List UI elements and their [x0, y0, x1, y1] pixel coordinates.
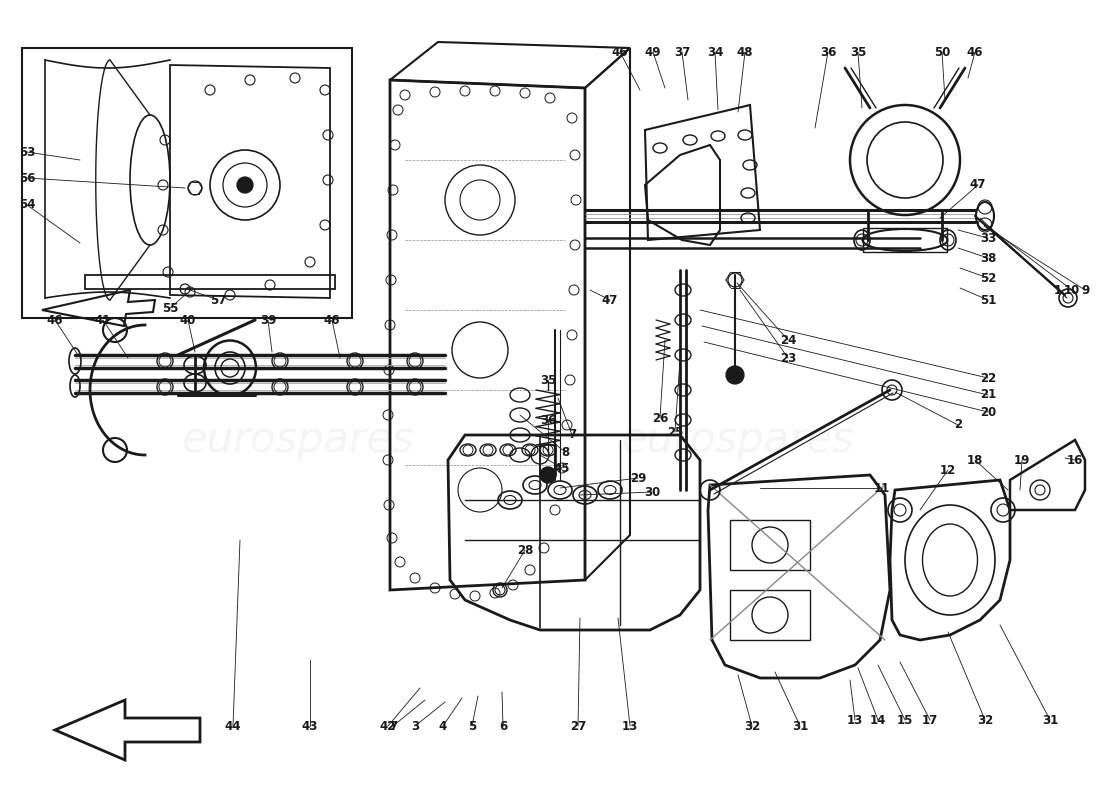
Text: 27: 27	[570, 719, 586, 733]
Text: 30: 30	[644, 486, 660, 498]
Text: 44: 44	[224, 719, 241, 733]
Text: 45: 45	[553, 462, 570, 474]
Text: 13: 13	[847, 714, 864, 726]
Bar	[730, 520, 810, 570]
Text: 13: 13	[621, 719, 638, 733]
Text: 52: 52	[980, 271, 997, 285]
Text: 6: 6	[499, 719, 507, 733]
Text: 46: 46	[967, 46, 983, 58]
Text: 48: 48	[737, 46, 754, 58]
Text: 24: 24	[780, 334, 796, 346]
Text: 33: 33	[980, 231, 997, 245]
Circle shape	[540, 467, 556, 483]
Text: 2: 2	[954, 418, 962, 431]
Text: 31: 31	[1042, 714, 1058, 726]
Text: 47: 47	[970, 178, 987, 191]
Circle shape	[726, 366, 744, 384]
Text: 39: 39	[260, 314, 276, 326]
Text: 18: 18	[967, 454, 983, 466]
Text: 46: 46	[612, 46, 628, 58]
Text: 22: 22	[980, 371, 997, 385]
Text: 47: 47	[602, 294, 618, 306]
Text: 40: 40	[179, 314, 196, 326]
Text: 3: 3	[411, 719, 419, 733]
Text: 46: 46	[46, 314, 64, 326]
Text: 7: 7	[389, 719, 397, 733]
Text: 32: 32	[977, 714, 993, 726]
Text: 38: 38	[980, 251, 997, 265]
Bar	[85, 275, 336, 289]
Text: 46: 46	[323, 314, 340, 326]
Bar	[730, 590, 810, 640]
Text: 26: 26	[652, 411, 668, 425]
Text: 15: 15	[896, 714, 913, 726]
Text: 56: 56	[19, 171, 35, 185]
Text: 7: 7	[568, 429, 576, 442]
Text: 8: 8	[561, 446, 569, 458]
Text: 54: 54	[19, 198, 35, 211]
Text: 16: 16	[1067, 454, 1084, 466]
Text: 57: 57	[210, 294, 227, 306]
Text: 12: 12	[939, 463, 956, 477]
Text: 41: 41	[95, 314, 111, 326]
Text: 14: 14	[870, 714, 887, 726]
Text: 5: 5	[468, 719, 476, 733]
Circle shape	[236, 177, 253, 193]
Text: 43: 43	[301, 719, 318, 733]
Text: 17: 17	[922, 714, 938, 726]
Text: eurospares: eurospares	[620, 419, 854, 461]
Text: 53: 53	[19, 146, 35, 158]
Text: 50: 50	[934, 46, 950, 58]
Text: 34: 34	[707, 46, 723, 58]
Text: 19: 19	[1014, 454, 1031, 466]
Text: 49: 49	[645, 46, 661, 58]
Bar	[540, 445, 556, 475]
Text: 25: 25	[667, 426, 683, 438]
Bar	[864, 228, 947, 252]
Text: 51: 51	[980, 294, 997, 306]
Text: 20: 20	[980, 406, 997, 418]
Text: 32: 32	[744, 719, 760, 733]
Text: 36: 36	[540, 414, 557, 426]
Text: 36: 36	[820, 46, 836, 58]
Text: 55: 55	[162, 302, 178, 314]
Text: 28: 28	[517, 543, 534, 557]
Text: 37: 37	[674, 46, 690, 58]
Text: eurospares: eurospares	[180, 419, 414, 461]
Text: 10: 10	[1064, 283, 1080, 297]
Text: 31: 31	[792, 719, 808, 733]
Text: 23: 23	[780, 351, 796, 365]
Text: 21: 21	[980, 389, 997, 402]
Text: 4: 4	[439, 719, 447, 733]
Text: 9: 9	[1081, 283, 1089, 297]
Bar	[22, 48, 352, 318]
Text: 29: 29	[630, 471, 646, 485]
Text: 1: 1	[1054, 283, 1063, 297]
Text: 35: 35	[850, 46, 866, 58]
Text: 11: 11	[873, 482, 890, 494]
Text: 35: 35	[540, 374, 557, 386]
Text: 42: 42	[379, 719, 396, 733]
